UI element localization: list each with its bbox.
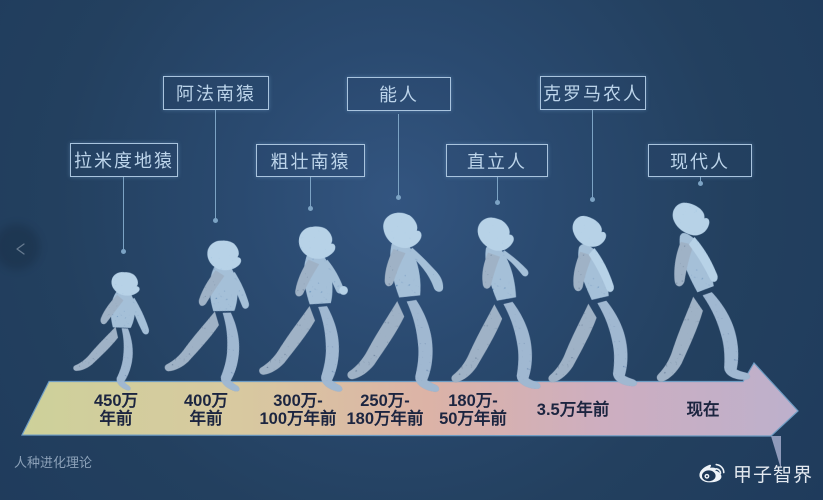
svg-text:400万: 400万: [184, 392, 228, 410]
svg-text:300万-: 300万-: [273, 392, 323, 410]
svg-text:100万年前: 100万年前: [259, 408, 336, 428]
svg-text:180万-: 180万-: [448, 392, 498, 410]
svg-text:年前: 年前: [100, 408, 133, 428]
svg-text:现在: 现在: [687, 399, 720, 419]
svg-text:180万年前: 180万年前: [346, 408, 423, 428]
svg-text:3.5万年前: 3.5万年前: [537, 399, 609, 419]
svg-text:年前: 年前: [190, 408, 223, 428]
svg-text:450万: 450万: [94, 392, 138, 410]
svg-text:250万-: 250万-: [360, 392, 410, 410]
svg-text:50万年前: 50万年前: [439, 408, 507, 428]
